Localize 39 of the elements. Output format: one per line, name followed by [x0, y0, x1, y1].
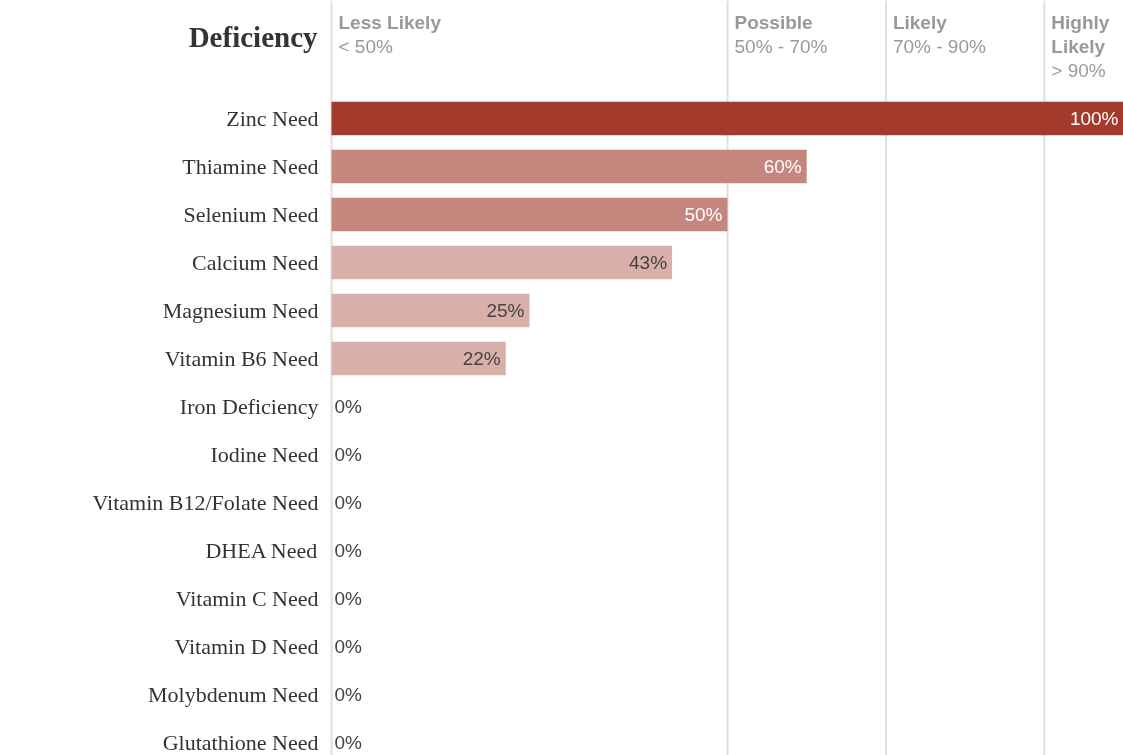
bar — [331, 149, 807, 184]
y-tick-label: Zinc Need — [226, 106, 319, 131]
data-label: 43% — [629, 252, 668, 273]
bar — [331, 293, 530, 328]
y-tick-label: Vitamin B12/Folate Need — [92, 490, 319, 515]
y-axis-title: Deficiency — [188, 20, 318, 53]
y-tick-label: Molybdenum Need — [148, 682, 319, 707]
data-label: 0% — [334, 588, 363, 609]
y-tick-label: Iodine Need — [210, 442, 319, 467]
bar — [331, 101, 1123, 136]
ref-line-label: Likely 70% - 90% — [892, 12, 986, 57]
bar — [331, 341, 506, 376]
y-tick-label: Calcium Need — [192, 250, 319, 275]
y-tick-label: Vitamin C Need — [175, 586, 319, 611]
data-label: 0% — [334, 396, 363, 417]
data-label: 100% — [1069, 108, 1119, 129]
ref-line-label: Less Likely < 50% — [338, 12, 442, 57]
data-label: 0% — [334, 732, 363, 753]
data-label: 0% — [334, 444, 363, 465]
bar — [331, 245, 673, 280]
data-label: 0% — [334, 540, 363, 561]
y-tick-label: Thiamine Need — [182, 154, 319, 179]
ref-line-label: Possible 50% - 70% — [734, 12, 828, 57]
y-tick-label: DHEA Need — [205, 538, 318, 563]
y-tick-label: Selenium Need — [183, 202, 319, 227]
y-tick-label: Magnesium Need — [162, 298, 319, 323]
bar — [331, 197, 728, 232]
y-tick-label: Glutathione Need — [162, 730, 319, 755]
y-tick-label: Iron Deficiency — [179, 394, 319, 419]
data-label: 22% — [462, 348, 501, 369]
ref-line-label: Highly Likely > 90% — [1051, 12, 1110, 81]
data-label: 60% — [763, 156, 802, 177]
data-label: 0% — [334, 684, 363, 705]
y-tick-label: Vitamin D Need — [174, 634, 319, 659]
data-label: 0% — [334, 492, 363, 513]
data-label: 25% — [486, 300, 525, 321]
data-label: 50% — [684, 204, 723, 225]
y-tick-label: Vitamin B6 Need — [164, 346, 319, 371]
data-label: 0% — [334, 636, 363, 657]
